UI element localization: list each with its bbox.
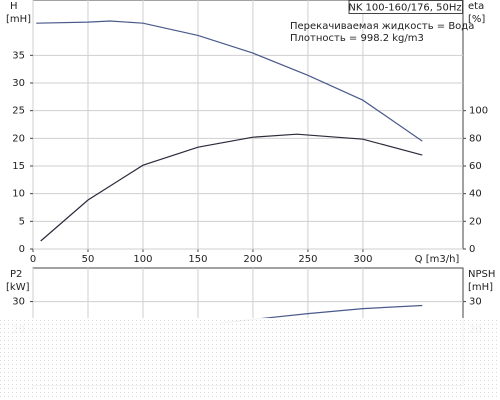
x-tick-label: 150 [188,254,207,265]
y2-tick-label: 60 [469,161,482,172]
y2-tick-label: 80 [469,133,482,144]
y-tick-label: 25 [12,106,25,117]
x-tick-label: 200 [243,254,262,265]
y-tick-label: 30 [12,78,25,89]
y-axis-unit: [mH] [6,14,31,25]
overlay [0,318,500,400]
x-axis-label: Q [m3/h] [415,254,460,265]
chart-title: NK 100-160/176, 50Hz [348,3,461,14]
y-tick-label: 35 [12,50,25,61]
y-tick-label: 5 [19,216,25,227]
y-axis-label: P2 [10,269,22,280]
y2-tick-label: 100 [469,106,488,117]
x-tick-label: 0 [30,254,36,265]
y2-axis-unit: [mH] [468,282,493,293]
annotation: Перекачиваемая жидкость = Вода [290,21,474,32]
x-tick-label: 250 [298,254,317,265]
y2-axis-label: NPSH [468,269,495,280]
y2-axis-label: eta [468,1,484,12]
y-axis-unit: [kW] [6,282,30,293]
y2-tick-label: 0 [469,244,475,255]
curve [40,133,423,242]
x-tick-label: 50 [82,254,95,265]
x-tick-label: 300 [353,254,372,265]
y-axis-label: H [10,1,18,12]
y-tick-label: 20 [12,133,25,144]
y-tick-label: 0 [19,244,25,255]
y2-tick-label: 30 [469,297,482,308]
title-box [348,0,463,14]
y2-tick-label: 20 [469,216,482,227]
y-tick-label: 10 [12,189,25,200]
y2-tick-label: 40 [469,189,482,200]
x-tick-label: 100 [133,254,152,265]
y-tick-label: 30 [12,297,25,308]
annotation: Плотность = 998.2 kg/m3 [290,33,424,44]
y2-axis-unit: [%] [468,14,485,25]
y-tick-label: 15 [12,161,25,172]
curve [36,20,423,142]
